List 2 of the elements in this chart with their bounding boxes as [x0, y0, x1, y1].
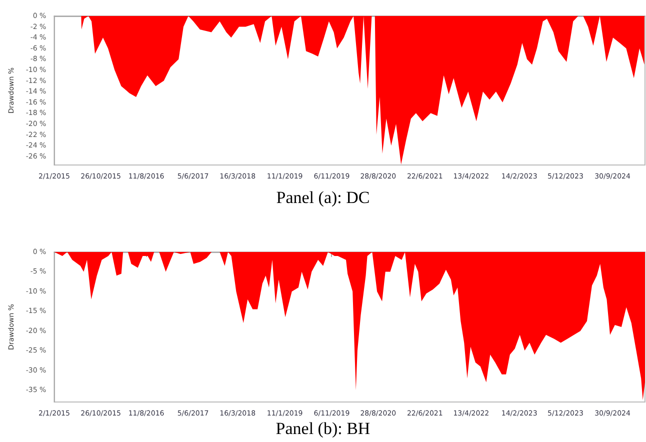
text: Panel (a): DC	[276, 188, 370, 207]
text: Panel (b): BH	[276, 419, 370, 438]
